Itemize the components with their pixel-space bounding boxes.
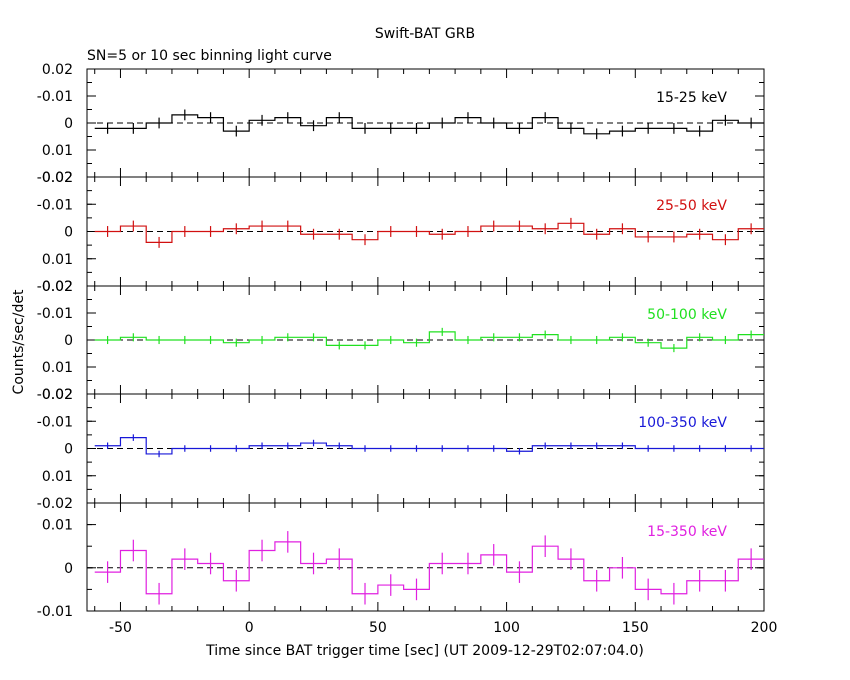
x-axis-label: Time since BAT trigger time [sec] (UT 20… [205, 643, 644, 659]
x-tick-label: -50 [109, 620, 132, 636]
x-tick-label: 100 [493, 620, 520, 636]
y-tick-label: 0.01 [42, 143, 73, 159]
y-tick-label: 0.01 [42, 360, 73, 376]
y-tick-label: 0 [64, 442, 73, 458]
y-tick-label: 0 [64, 116, 73, 132]
y-tick-label: 0.02 [42, 387, 73, 403]
y-tick-label: -0.02 [37, 279, 73, 295]
y-tick-label: 0 [64, 225, 73, 241]
series-label: 25-50 keV [656, 198, 727, 214]
panel-frame [86, 502, 765, 612]
y-tick-label: 0.01 [42, 518, 73, 534]
series-label: 50-100 keV [647, 307, 727, 323]
series-line [94, 114, 764, 135]
series-label: 100-350 keV [638, 415, 727, 431]
y-tick-label: -0.01 [37, 604, 73, 620]
y-tick-label: -0.02 [37, 387, 73, 403]
x-tick-label: 200 [751, 620, 778, 636]
y-tick-label: 0.02 [42, 62, 73, 78]
series-line [94, 222, 764, 243]
x-tick-label: 50 [369, 620, 387, 636]
series-line [94, 331, 764, 349]
y-tick-label: 0.02 [42, 170, 73, 186]
series-line [94, 541, 764, 595]
series-label: 15-350 keV [647, 524, 727, 540]
series-line [94, 437, 764, 455]
panel-5: -0.01 0 0.01 15-350 keV [37, 502, 765, 620]
y-tick-label: -0.01 [37, 306, 73, 322]
panel-4: -0.02 0.01 0 -0.01 0.02 100-350 keV [37, 387, 765, 512]
y-tick-label: 0 [64, 333, 73, 349]
y-tick-label: -0.02 [37, 170, 73, 186]
y-tick-label: 0.01 [42, 469, 73, 485]
x-tick-label: 150 [622, 620, 649, 636]
series-label: 15-25 keV [656, 90, 727, 106]
y-tick-label: 0 [64, 561, 73, 577]
y-tick-label: -0.02 [37, 496, 73, 512]
chart-subtitle: SN=5 or 10 sec binning light curve [87, 48, 332, 64]
y-axis-label: Counts/sec/det [11, 289, 27, 394]
y-tick-label: -0.01 [37, 89, 73, 105]
chart-title: Swift-BAT GRB [375, 26, 475, 42]
panel-1: -0.02 0.01 0 -0.01 0.02 15-25 keV [37, 62, 765, 186]
y-tick-label: 0.01 [42, 252, 73, 268]
y-tick-label: -0.01 [37, 414, 73, 430]
y-tick-label: 0.02 [42, 279, 73, 295]
y-tick-label: -0.01 [37, 197, 73, 213]
panel-2: -0.02 0.01 0 -0.01 0.02 25-50 keV [37, 170, 765, 295]
x-tick-label: 0 [245, 620, 254, 636]
panel-3: -0.02 0.01 0 -0.01 0.02 50-100 keV [37, 279, 765, 403]
